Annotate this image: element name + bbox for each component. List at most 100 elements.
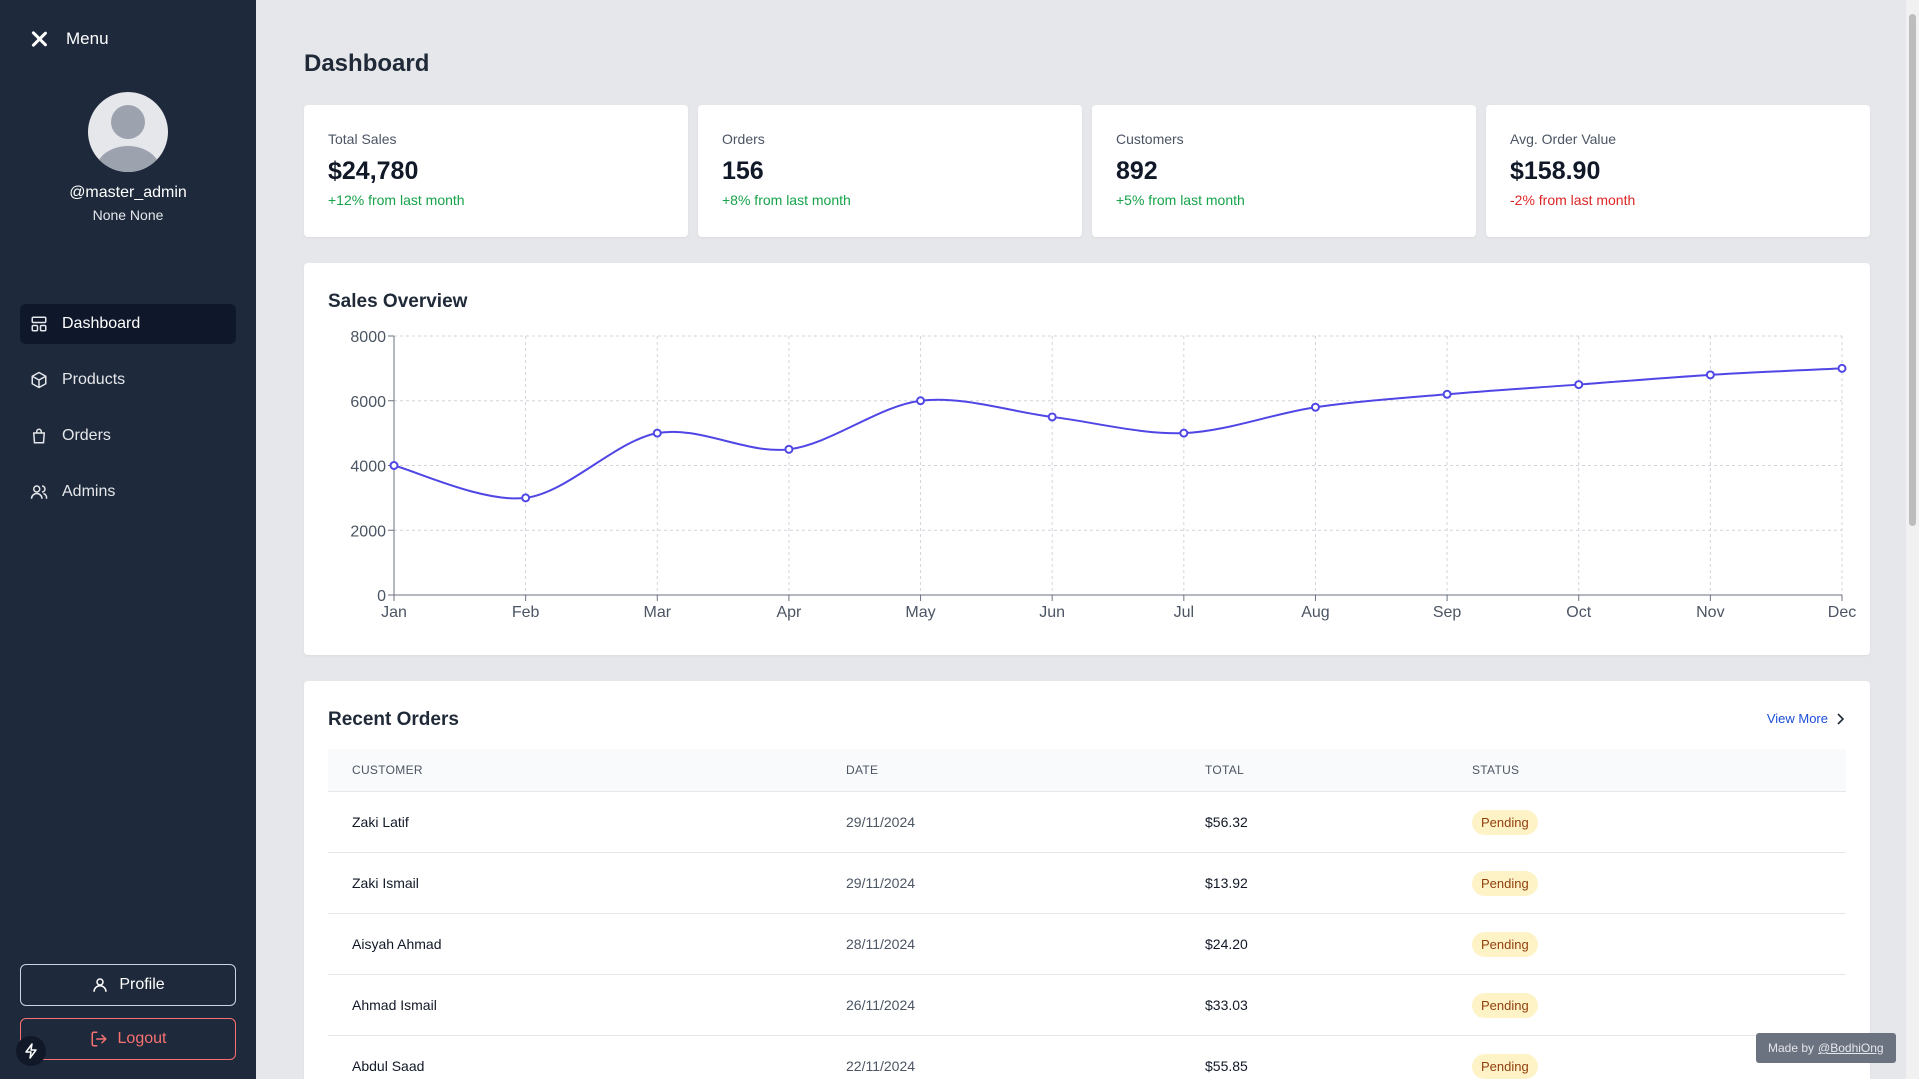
sales-overview-title: Sales Overview xyxy=(328,291,468,312)
x-tick-label: May xyxy=(905,604,935,621)
table-row[interactable]: Zaki Ismail 29/11/2024 $13.92 Pending xyxy=(328,852,1846,913)
stat-value: $158.90 xyxy=(1510,157,1601,185)
status-badge: Pending xyxy=(1472,931,1538,957)
column-header-customer: CUSTOMER xyxy=(352,763,423,777)
x-tick-label: Dec xyxy=(1828,604,1856,621)
logout-button-label: Logout xyxy=(117,1030,167,1047)
status-badge: Pending xyxy=(1472,992,1538,1018)
sidebar-item-label: Products xyxy=(62,371,126,388)
stat-card-total-sales: Total Sales $24,780 +12% from last month xyxy=(304,105,688,237)
stat-label: Avg. Order Value xyxy=(1510,131,1617,147)
stat-card-orders: Orders 156 +8% from last month xyxy=(698,105,1082,237)
stat-change: -2% from last month xyxy=(1510,192,1636,208)
data-point xyxy=(389,461,399,470)
y-tick-label: 8000 xyxy=(350,329,386,346)
stat-label: Orders xyxy=(722,131,765,147)
cell-date: 28/11/2024 xyxy=(846,936,916,952)
table-row[interactable]: Ahmad Ismail 26/11/2024 $33.03 Pending xyxy=(328,974,1846,1035)
data-point xyxy=(1574,380,1584,390)
cell-total: $24.20 xyxy=(1205,936,1248,952)
x-tick-label: Mar xyxy=(643,604,671,621)
x-tick-label: Nov xyxy=(1696,604,1724,621)
cell-customer: Abdul Saad xyxy=(352,1058,425,1074)
x-tick-label: Aug xyxy=(1301,604,1329,621)
column-header-date: DATE xyxy=(846,763,879,777)
logout-button[interactable]: Logout xyxy=(20,1018,236,1060)
cell-customer: Zaki Ismail xyxy=(352,875,419,891)
x-tick-label: Jul xyxy=(1174,604,1194,621)
sidebar-nav: Dashboard Products Orders Admins xyxy=(20,304,236,528)
data-point xyxy=(1705,370,1715,380)
users-icon xyxy=(30,485,48,499)
page-scrollbar[interactable] xyxy=(1906,0,1919,1079)
cell-total: $33.03 xyxy=(1205,997,1248,1013)
y-tick-label: 0 xyxy=(377,588,386,605)
cell-customer: Aisyah Ahmad xyxy=(352,936,442,952)
dashboard-icon xyxy=(31,316,47,332)
stat-value: $24,780 xyxy=(328,157,419,185)
data-point xyxy=(652,428,662,438)
stat-value: 156 xyxy=(722,157,764,185)
stat-value: 892 xyxy=(1116,157,1158,185)
username: @master_admin xyxy=(69,184,187,201)
sidebar-item-dashboard[interactable]: Dashboard xyxy=(20,304,236,344)
cell-total: $55.85 xyxy=(1205,1058,1248,1074)
cell-customer: Ahmad Ismail xyxy=(352,997,437,1013)
profile-button[interactable]: Profile xyxy=(20,964,236,1006)
data-point xyxy=(1047,412,1057,422)
user-fullname: None None xyxy=(92,207,164,223)
user-silhouette-icon xyxy=(96,105,160,172)
recent-orders-card: Recent Orders View More CUSTOMER DATE TO… xyxy=(304,681,1870,1079)
stat-change: +5% from last month xyxy=(1116,192,1245,208)
user-icon xyxy=(93,978,108,992)
x-tick-label: Jan xyxy=(381,604,407,621)
cell-total: $56.32 xyxy=(1205,814,1248,830)
data-point xyxy=(784,444,794,454)
sidebar-item-admins[interactable]: Admins xyxy=(20,472,236,512)
stat-card-avg-order-value: Avg. Order Value $158.90 -2% from last m… xyxy=(1486,105,1870,237)
x-tick-label: Oct xyxy=(1566,604,1591,621)
column-header-total: TOTAL xyxy=(1205,763,1245,777)
sales-overview-card: Sales Overview 0 2000 4000 6000 8000 Jan Feb Ma… xyxy=(304,263,1870,655)
table-row[interactable]: Zaki Latif 29/11/2024 $56.32 Pending xyxy=(328,791,1846,852)
sales-line-chart: 0 2000 4000 6000 8000 Jan Feb Mar Apr May Jun Jul Au… xyxy=(350,329,1856,621)
x-tick-label: Sep xyxy=(1433,604,1462,621)
x-tick-label: Jun xyxy=(1039,604,1065,621)
cell-customer: Zaki Latif xyxy=(352,814,409,830)
sidebar-item-products[interactable]: Products xyxy=(20,360,236,400)
chevron-right-icon xyxy=(1837,712,1844,725)
stat-card-customers: Customers 892 +5% from last month xyxy=(1092,105,1476,237)
table-row[interactable]: Abdul Saad 22/11/2024 $55.85 Pending xyxy=(328,1035,1846,1079)
profile-button-label: Profile xyxy=(119,976,165,993)
column-header-status: STATUS xyxy=(1472,763,1520,777)
scrollbar-thumb[interactable] xyxy=(1909,14,1916,526)
made-by-link[interactable]: @BodhiOng xyxy=(1818,1041,1884,1055)
sidebar-item-orders[interactable]: Orders xyxy=(20,416,236,456)
orders-table: CUSTOMER DATE TOTAL STATUS Zaki Latif 29… xyxy=(328,749,1846,1079)
lightning-icon xyxy=(25,1043,37,1059)
stat-change: +12% from last month xyxy=(328,192,465,208)
data-point xyxy=(1310,402,1320,412)
page-title: Dashboard xyxy=(304,50,430,77)
made-by-badge: Made by @BodhiOng xyxy=(1756,1033,1896,1063)
series-line xyxy=(393,367,1843,500)
menu-label: Menu xyxy=(66,29,109,48)
data-point xyxy=(1442,389,1452,399)
status-badge: Pending xyxy=(1472,1053,1538,1079)
cell-date: 26/11/2024 xyxy=(846,997,916,1013)
close-icon[interactable] xyxy=(28,28,50,50)
bolt-button[interactable] xyxy=(16,1036,46,1066)
avatar xyxy=(88,92,168,172)
cell-total: $13.92 xyxy=(1205,875,1248,891)
y-tick-label: 4000 xyxy=(350,459,386,476)
status-badge: Pending xyxy=(1472,870,1538,896)
data-point xyxy=(916,396,926,406)
menu-toggle-button[interactable]: Menu xyxy=(28,28,109,50)
cell-date: 22/11/2024 xyxy=(846,1058,916,1074)
table-row[interactable]: Aisyah Ahmad 28/11/2024 $24.20 Pending xyxy=(328,913,1846,974)
view-more-label: View More xyxy=(1766,711,1828,726)
data-point xyxy=(521,493,531,503)
sidebar-item-label: Admins xyxy=(62,483,116,500)
stat-label: Customers xyxy=(1116,131,1184,147)
view-more-link[interactable]: View More xyxy=(1767,711,1844,726)
